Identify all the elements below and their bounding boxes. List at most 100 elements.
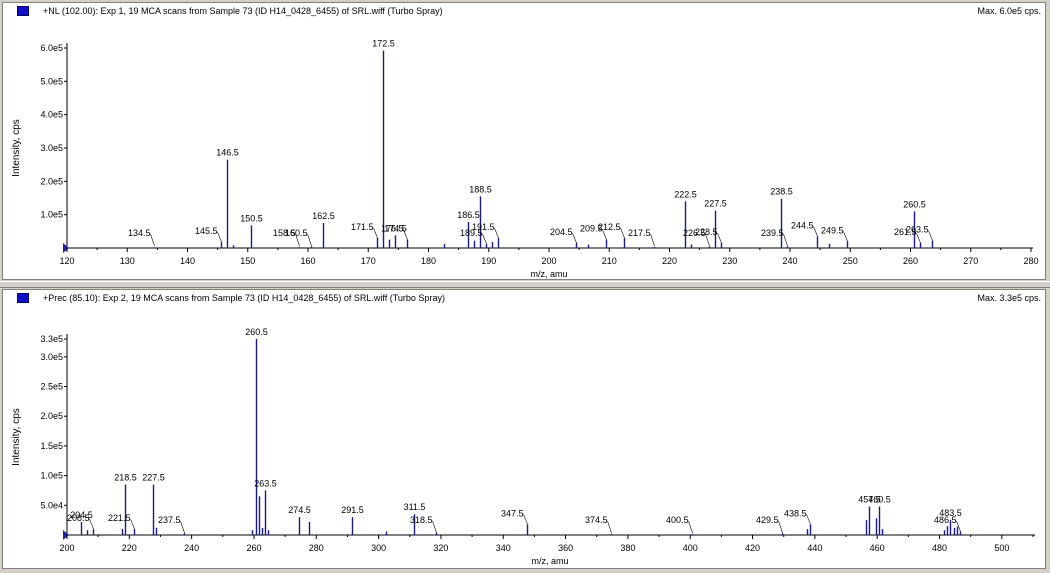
x-tick-label: 250 xyxy=(843,256,858,266)
peak-label-leader xyxy=(432,520,437,533)
x-tick-label: 400 xyxy=(683,543,698,553)
y-tick-label: 3.0e5 xyxy=(40,352,63,362)
peak-label: 226.5 xyxy=(683,228,706,238)
y-tick-label: 3.0e5 xyxy=(40,143,63,153)
peak-label-leader xyxy=(806,514,811,525)
peak-label: 160.5 xyxy=(285,228,308,238)
pane-splitter[interactable] xyxy=(0,281,1050,288)
peak-label: 189.5 xyxy=(460,228,483,238)
peak-label-leader xyxy=(688,520,693,534)
peak-label-leader xyxy=(307,233,312,247)
peak-label: 227.5 xyxy=(704,199,727,209)
x-tick-label: 220 xyxy=(662,256,677,266)
peak-label-leader xyxy=(482,233,487,245)
y-tick-label: 5.0e5 xyxy=(40,76,63,86)
pane-title: +NL (102.00): Exp 1, 19 MCA scans from S… xyxy=(43,6,443,16)
x-tick-label: 360 xyxy=(558,543,573,553)
peak-label: 172.5 xyxy=(372,39,395,49)
x-tick-label: 190 xyxy=(481,256,496,266)
y-tick-label: 2.0e5 xyxy=(40,411,63,421)
axis-origin-marker xyxy=(63,243,69,253)
y-axis-title: Intensity, cps xyxy=(11,119,22,177)
x-tick-label: 140 xyxy=(180,256,195,266)
axis-origin-marker xyxy=(63,530,69,540)
peak-label: 162.5 xyxy=(312,211,335,221)
spectrum-plot-prec[interactable]: 5.0e4 1.0e5 1.5e5 2.0e5 2.5e5 3.0e5 3.3e5 200 22… xyxy=(3,290,1045,568)
peak-label-leader xyxy=(620,227,625,239)
peak-label: 174.5 xyxy=(384,223,407,233)
peak-label-leader xyxy=(523,514,528,525)
x-tick-label: 170 xyxy=(361,256,376,266)
x-axis-title: m/z, amu xyxy=(531,556,568,566)
x-tick-label: 500 xyxy=(994,543,1009,553)
peak-label-leader xyxy=(572,232,577,244)
peak-label-leader xyxy=(89,518,94,530)
x-tick-label: 150 xyxy=(240,256,255,266)
peak-label-leader xyxy=(650,233,655,247)
peak-label: 238.5 xyxy=(770,187,793,197)
peak-label-leader xyxy=(150,233,155,247)
x-tick-label: 130 xyxy=(120,256,135,266)
series-color-icon[interactable] xyxy=(17,6,29,16)
peak-label: 237.5 xyxy=(158,515,181,525)
spectrum-pane-prec[interactable]: +Prec (85.10): Exp 2, 19 MCA scans from … xyxy=(2,289,1046,569)
peak-label-leader xyxy=(783,233,788,247)
x-tick-label: 300 xyxy=(371,543,386,553)
y-tick-label: 4.0e5 xyxy=(40,110,63,120)
x-tick-label: 200 xyxy=(59,543,74,553)
spectrum-plot-nl[interactable]: 1.0e5 2.0e5 3.0e5 4.0e5 5.0e5 6.0e5 120 130 140 1… xyxy=(3,3,1045,279)
peak-label: 400.5 xyxy=(666,515,689,525)
peak-label: 429.5 xyxy=(756,515,779,525)
spectrum-pane-nl[interactable]: +NL (102.00): Exp 1, 19 MCA scans from S… xyxy=(2,2,1046,280)
peak-label: 260.5 xyxy=(903,199,926,209)
peak-label: 261.5 xyxy=(894,227,917,237)
peak-label-leader xyxy=(843,231,848,242)
x-tick-label: 180 xyxy=(421,256,436,266)
peak-label: 146.5 xyxy=(216,148,239,158)
peak-label-leader xyxy=(403,229,408,240)
x-tick-label: 220 xyxy=(122,543,137,553)
x-tick-label: 120 xyxy=(59,256,74,266)
peak-label-leader xyxy=(602,229,607,240)
x-tick-label: 200 xyxy=(541,256,556,266)
peak-label: 134.5 xyxy=(128,228,151,238)
y-tick-label: 3.3e5 xyxy=(40,334,63,344)
y-tick-label: 5.0e4 xyxy=(40,500,63,510)
peak-label: 204.5 xyxy=(70,510,93,520)
max-intensity-label: Max. 3.3e5 cps. xyxy=(977,293,1041,303)
peak-label-leader xyxy=(705,233,710,247)
peak-label: 460.5 xyxy=(868,494,891,504)
peak-label-leader xyxy=(607,520,612,534)
x-tick-label: 230 xyxy=(722,256,737,266)
x-tick-label: 280 xyxy=(1023,256,1038,266)
peak-label: 260.5 xyxy=(245,327,268,337)
series-color-icon[interactable] xyxy=(17,293,29,303)
peak-label: 217.5 xyxy=(628,228,651,238)
peak-label: 249.5 xyxy=(821,225,844,235)
peak-label: 274.5 xyxy=(288,505,311,515)
peak-label: 263.5 xyxy=(906,225,929,235)
x-tick-label: 420 xyxy=(745,543,760,553)
x-tick-label: 380 xyxy=(620,543,635,553)
x-tick-label: 260 xyxy=(903,256,918,266)
x-tick-label: 210 xyxy=(602,256,617,266)
peak-label: 374.5 xyxy=(585,515,608,525)
peak-label: 212.5 xyxy=(598,222,621,232)
peak-label: 347.5 xyxy=(501,508,524,518)
y-tick-label: 1.5e5 xyxy=(40,441,63,451)
peak-label: 186.5 xyxy=(457,210,480,220)
pane-header: +NL (102.00): Exp 1, 19 MCA scans from S… xyxy=(3,3,1045,21)
peak-label-leader xyxy=(130,518,135,530)
peak-label: 222.5 xyxy=(674,189,697,199)
peak-label: 244.5 xyxy=(791,220,814,230)
peak-label-leader xyxy=(217,231,222,243)
peak-label: 150.5 xyxy=(240,213,263,223)
peak-label: 263.5 xyxy=(254,478,277,488)
peak-label-leader xyxy=(295,233,300,247)
x-tick-label: 270 xyxy=(963,256,978,266)
x-tick-label: 320 xyxy=(433,543,448,553)
peak-label: 483.5 xyxy=(939,508,962,518)
peak-label: 311.5 xyxy=(404,502,426,512)
peak-label-leader xyxy=(813,226,818,237)
peak-label-leader xyxy=(494,227,499,239)
